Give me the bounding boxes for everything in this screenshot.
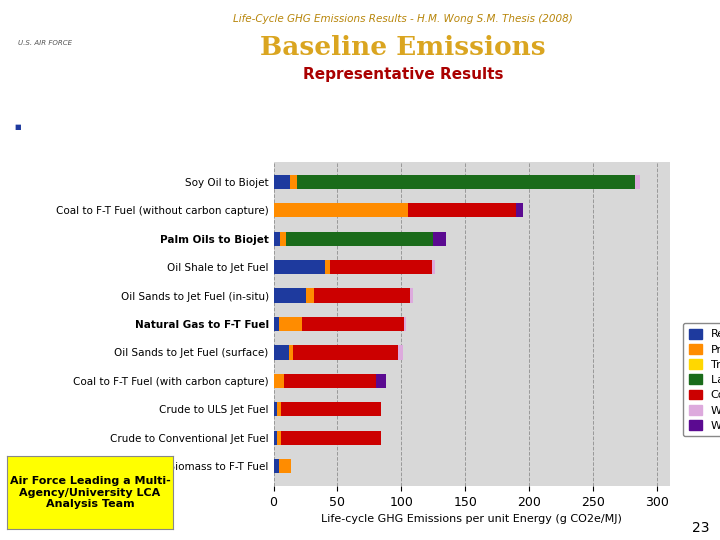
Bar [274, 459, 279, 473]
Bar [287, 232, 433, 246]
Bar [282, 430, 381, 445]
Bar [274, 345, 289, 360]
Text: Baseline Emissions: Baseline Emissions [261, 35, 546, 60]
Bar [433, 232, 446, 246]
Bar [315, 288, 410, 303]
Text: U.S. AIR FORCE: U.S. AIR FORCE [18, 40, 72, 46]
Bar [274, 203, 408, 218]
Bar [274, 175, 290, 189]
Bar [376, 374, 386, 388]
Bar [302, 317, 404, 331]
Bar [277, 402, 282, 416]
Bar [330, 260, 432, 274]
Bar [289, 345, 293, 360]
Bar [404, 317, 407, 331]
Bar [293, 345, 397, 360]
Bar [274, 232, 280, 246]
Bar [284, 374, 376, 388]
Text: Air Force Leading a Multi-
Agency/University LCA
Analysis Team: Air Force Leading a Multi- Agency/Univer… [9, 476, 171, 509]
Bar [277, 430, 282, 445]
Text: ■: ■ [14, 124, 21, 130]
Legend: Recovery, Processing, Transportation, Land Use Change, Combustion, WTT N2O, WTT : Recovery, Processing, Transportation, La… [683, 323, 720, 436]
Bar [410, 288, 413, 303]
Bar [397, 345, 402, 360]
Bar [280, 232, 287, 246]
X-axis label: Life-cycle GHG Emissions per unit Energy (g CO2e/MJ): Life-cycle GHG Emissions per unit Energy… [321, 514, 622, 524]
Bar [305, 288, 315, 303]
Bar [279, 459, 292, 473]
Text: Life-Cycle GHG Emissions Results - H.M. Wong S.M. Thesis (2008): Life-Cycle GHG Emissions Results - H.M. … [233, 14, 573, 24]
Bar [279, 317, 302, 331]
Text: Representative Results: Representative Results [303, 68, 503, 83]
Bar [297, 175, 635, 189]
Bar [282, 402, 381, 416]
Bar [274, 317, 279, 331]
Text: 23: 23 [692, 521, 709, 535]
Bar [274, 288, 305, 303]
Bar [408, 203, 516, 218]
Bar [274, 374, 284, 388]
Bar [516, 203, 523, 218]
Bar [290, 175, 297, 189]
Bar [635, 175, 640, 189]
Bar [274, 260, 325, 274]
Bar [274, 430, 277, 445]
Bar [274, 402, 277, 416]
Bar [432, 260, 435, 274]
Bar [325, 260, 330, 274]
